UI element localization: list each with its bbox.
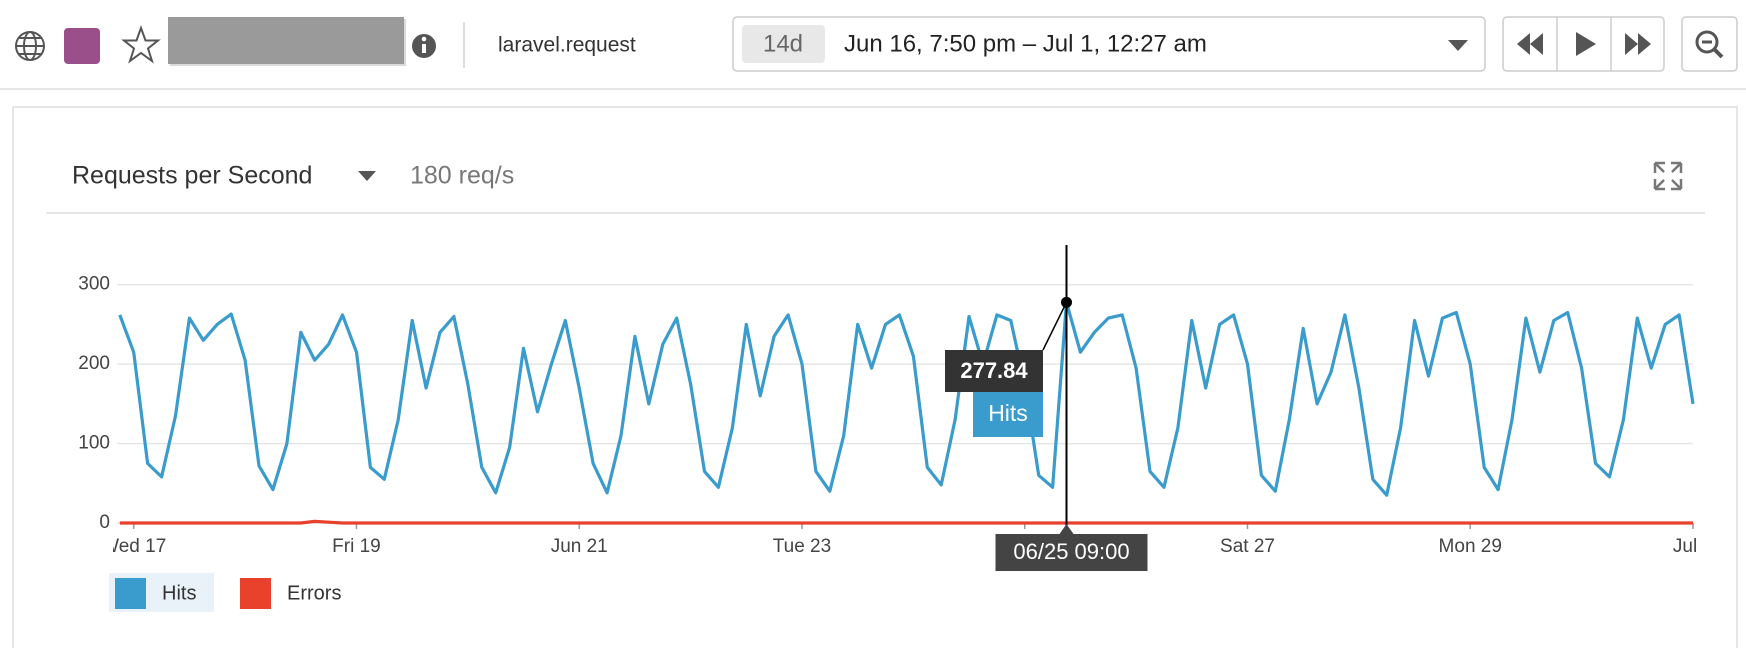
x-tick-label: Jul 1 [1673, 536, 1713, 557]
y-tick-label: 200 [78, 353, 110, 374]
plot: 0 100 200 300 Wed 17 Fri 19 Jun 21 Tue 23 Sat 27… [78, 245, 1713, 612]
time-picker[interactable]: 14d Jun 16, 7:50 pm – Jul 1, 12:27 am [732, 16, 1486, 72]
tooltip-connector [1042, 301, 1068, 351]
x-axis: Wed 17 Fri 19 Jun 21 Tue 23 Sat 27 Mon 29 Jul … [101, 523, 1713, 557]
y-tick-label: 0 [99, 512, 110, 533]
legend-swatch [240, 578, 271, 609]
play-button[interactable] [1576, 32, 1596, 56]
legend-item[interactable]: Errors [240, 578, 341, 609]
star-icon[interactable] [121, 25, 161, 64]
widget-card [12, 106, 1738, 648]
x-tick-label: Sat 27 [1220, 536, 1275, 557]
forward-button[interactable] [1625, 33, 1651, 55]
tooltip-x-caret [1059, 524, 1074, 534]
tooltip-series: Hits [988, 400, 1028, 426]
widget-summary: 180 req/s [410, 162, 514, 190]
y-tick-label: 300 [78, 274, 110, 295]
widget-title[interactable]: Requests per Second [72, 162, 312, 190]
series-line [119, 519, 1693, 525]
metric-dropdown[interactable] [358, 171, 376, 181]
tooltip-value: 277.84 [960, 358, 1028, 383]
hover-point [1060, 296, 1072, 308]
service-color [64, 28, 100, 64]
x-tick-label: Jun 21 [551, 536, 608, 557]
legend-swatch [115, 578, 146, 609]
legend-item[interactable]: Hits [109, 573, 214, 612]
nav-buttons [1502, 16, 1665, 72]
x-tick-label: Fri 19 [332, 536, 381, 557]
series-line [118, 300, 1695, 497]
globe-icon[interactable] [15, 31, 45, 61]
redacted-box [168, 17, 404, 64]
x-tick-label: Tue 23 [773, 536, 831, 557]
tooltip-value-box [945, 350, 1043, 392]
info-icon[interactable] [412, 34, 436, 58]
tooltip-series-box [973, 392, 1043, 437]
tooltip-x-box [995, 534, 1148, 571]
range-short: 14d [763, 30, 803, 57]
legend-label: Errors [287, 582, 341, 604]
x-tick-label: Mon 29 [1439, 536, 1502, 557]
zoom-out-button[interactable] [1681, 16, 1738, 72]
x-tick-label: Wed 17 [101, 536, 166, 557]
range-text: Jun 16, 7:50 pm – Jul 1, 12:27 am [844, 30, 1207, 57]
legend-label: Hits [162, 582, 196, 604]
service-name: laravel.request [498, 34, 636, 57]
expand-icon[interactable] [1653, 161, 1683, 191]
y-tick-label: 100 [78, 433, 110, 454]
tooltip-x: 06/25 09:00 [1013, 539, 1129, 564]
back-button[interactable] [1517, 33, 1543, 55]
